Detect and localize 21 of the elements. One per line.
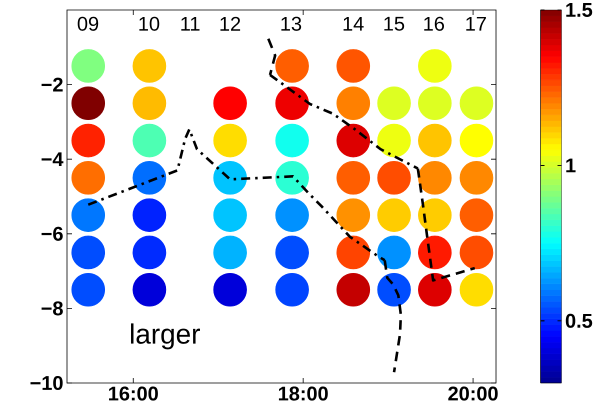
y-tick-label: −10	[30, 376, 63, 390]
x-tick-label: 20:00	[448, 386, 498, 401]
color-bar-label: 1.5	[566, 3, 592, 17]
y-tick-label: −8	[42, 301, 63, 316]
color-bar-label: 1	[566, 158, 576, 172]
annotation: 14	[344, 16, 364, 31]
annotation: 17	[466, 16, 486, 31]
annotation: 16	[424, 16, 444, 31]
annotation: 12	[220, 16, 240, 31]
annotation: 11	[181, 16, 200, 31]
color-bar-label: 0.5	[566, 314, 592, 328]
annotation: 10	[139, 16, 160, 31]
y-tick-label: −4	[42, 152, 64, 166]
y-tick-label: −6	[42, 226, 63, 241]
y-tick-label: −2	[42, 78, 63, 92]
annotation: 13	[281, 16, 302, 31]
annotation: 09	[78, 16, 98, 31]
x-tick-label: 16:00	[109, 386, 158, 401]
annotation: 15	[384, 16, 404, 31]
annotation: larger	[131, 323, 200, 350]
x-tick-label: 18:00	[278, 386, 328, 401]
